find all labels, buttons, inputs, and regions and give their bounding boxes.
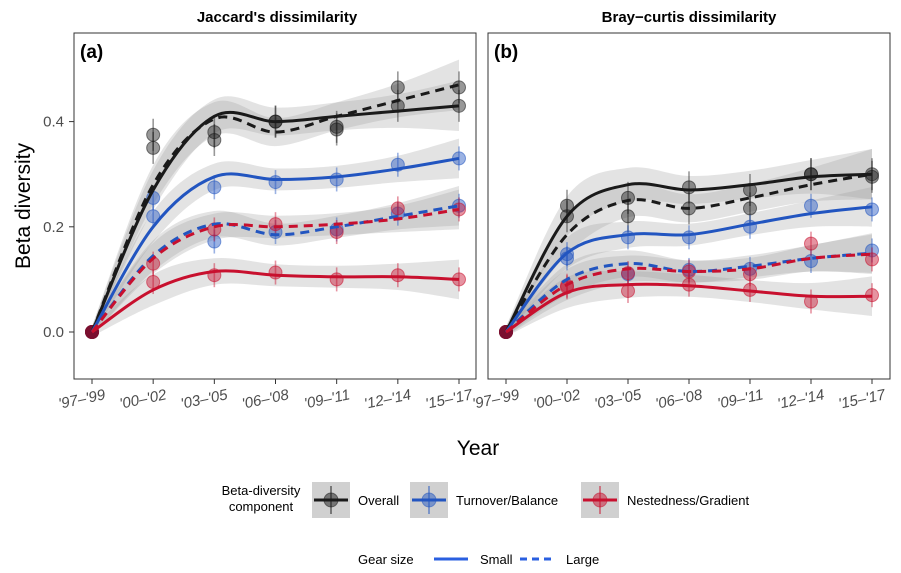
panel-a-line-nestedness-gradient-small [91,269,460,334]
gear-legend: Gear size Small Large [358,545,599,571]
panel-a-point-overall-large-2 [207,125,222,140]
panel-a-point-overall-large-5 [390,80,405,95]
panel-b-band-turnover-balance-small [506,187,872,337]
panel-a-point-turnover-balance-small-1 [146,209,161,224]
panel-a-xtick-label-3: '06–'08 [240,386,291,413]
panel-a-line-turnover-balance-large [90,204,460,333]
panel-b-band-overall-small [506,149,872,338]
panel-b-point-overall-large-2 [621,209,635,224]
panel-a-ytick-label-0: 0.0 [43,324,64,341]
panel-a-point-overall-large-1 [146,127,161,142]
panel-a-x-axis: '97–'99 '00–'02 '03–'05 '06–'08 '09–'11 '12–'… [57,379,475,413]
panel-a-point-overall-small-2 [207,133,222,148]
legend-key-turnover [410,482,448,518]
panel-b-title: Bray−curtis dissimilarity [602,9,777,26]
panel-b-line-turnover-balance-small [504,205,873,333]
x-axis-title: Year [457,437,499,460]
panel-a-xtick-label-4: '09–'11 [303,386,352,412]
gear-legend-title: Gear size [358,552,414,567]
panel-a-xtick-label-2: '03–'05 [179,386,230,413]
component-legend-title-line2: component [229,499,294,514]
panel-b-point-nestedness-gradient-large-6 [865,252,879,267]
panel-a-point-turnover-balance-large-2 [207,234,222,249]
component-legend-title-line1: Beta-diversity [222,483,301,498]
panel-b-point-nestedness-gradient-large-5 [804,236,818,251]
panel-a-point-nestedness-gradient-small-3 [268,265,283,280]
panel-b-plot [499,149,879,339]
legend-label-small: Small [480,552,513,567]
panel-a-line-overall-large [90,83,460,333]
panel-b-x-axis: '97–'99 '00–'02 '03–'05 '06–'08 '09–'11 '12–'… [471,379,888,413]
panel-b-point-overall-large-6 [865,169,879,184]
legend-label-large: Large [566,552,599,567]
panel-a-point-nestedness-gradient-large-5 [390,201,405,216]
panel-a-band-turnover-balance-large [92,185,459,337]
panel-b-point-turnover-balance-small-6 [865,202,879,217]
panel-a-label: (a) [80,42,103,63]
panel-a-plot [85,59,466,339]
panel-a-point-nestedness-gradient-large-3 [268,217,283,232]
panel-b-point-overall-small-3 [682,180,696,195]
legend-key-nestedness [581,482,619,518]
panel-b-line-overall-small [504,172,873,333]
panel-b-label: (b) [494,42,518,63]
panel-a-line-overall-small [90,104,460,333]
panel-b-point-turnover-balance-small-5 [804,198,818,213]
panel-a-point-nestedness-gradient-small-5 [390,268,405,283]
panel-a-xtick-label-6: '15–'17 [424,386,475,413]
panel-a-xtick-label-1: '00–'02 [118,386,169,413]
component-legend: Beta-diversity component Overall Turnove… [222,482,750,518]
panel-b-xtick-label-0: '97–'99 [471,386,522,413]
y-axis-title: Beta diversity [12,142,35,269]
panel-a-line-nestedness-gradient-large [90,207,460,333]
panel-b-xtick-label-3: '06–'08 [654,386,705,413]
panel-a-xtick-label-5: '12–'14 [363,386,413,412]
panel-a-title: Jaccard's dissimilarity [197,9,358,26]
panel-b-line-nestedness-gradient-small [505,282,873,334]
panel-b-xtick-label-6: '15–'17 [837,386,888,413]
panel-b-xtick-label-4: '09–'11 [716,386,765,412]
panel-a-ytick-label-2: 0.4 [43,114,64,131]
panel-b-xtick-label-1: '00–'02 [532,386,583,413]
panel-b-point-nestedness-gradient-small-2 [621,283,635,298]
panel-a-point-turnover-balance-small-2 [207,180,222,195]
panel-a-band-nestedness-gradient-large [92,189,459,337]
panel-a-point-overall-large-4 [329,119,344,134]
panel-b-band-nestedness-gradient-large [506,234,872,337]
legend-label-nestedness: Nestedness/Gradient [627,493,750,508]
panel-b-band-overall-large [506,149,872,338]
panel-a-band-overall-large [92,59,459,338]
panel-b-point-overall-large-4 [743,201,757,216]
panel-a-band-turnover-balance-small [92,138,459,337]
legend-key-overall [312,482,350,518]
panel-a-y-axis: 0.0 0.2 0.4 [43,114,74,341]
panel-a-xtick-label-0: '97–'99 [57,386,108,413]
legend-label-turnover: Turnover/Balance [456,493,558,508]
panel-b-point-overall-small-1 [560,198,574,213]
panel-a-ytick-label-1: 0.2 [43,219,64,236]
panel-a-line-turnover-balance-small [90,156,460,333]
panel-a-point-nestedness-gradient-small-4 [329,272,344,287]
panel-b-xtick-label-5: '12–'14 [776,386,826,412]
panel-a-point-turnover-balance-small-3 [268,175,283,190]
legend-label-overall: Overall [358,493,399,508]
panel-b-line-nestedness-gradient-large [505,252,873,334]
panel-b-band-turnover-balance-large [506,233,872,337]
panel-b-xtick-label-2: '03–'05 [593,386,644,413]
